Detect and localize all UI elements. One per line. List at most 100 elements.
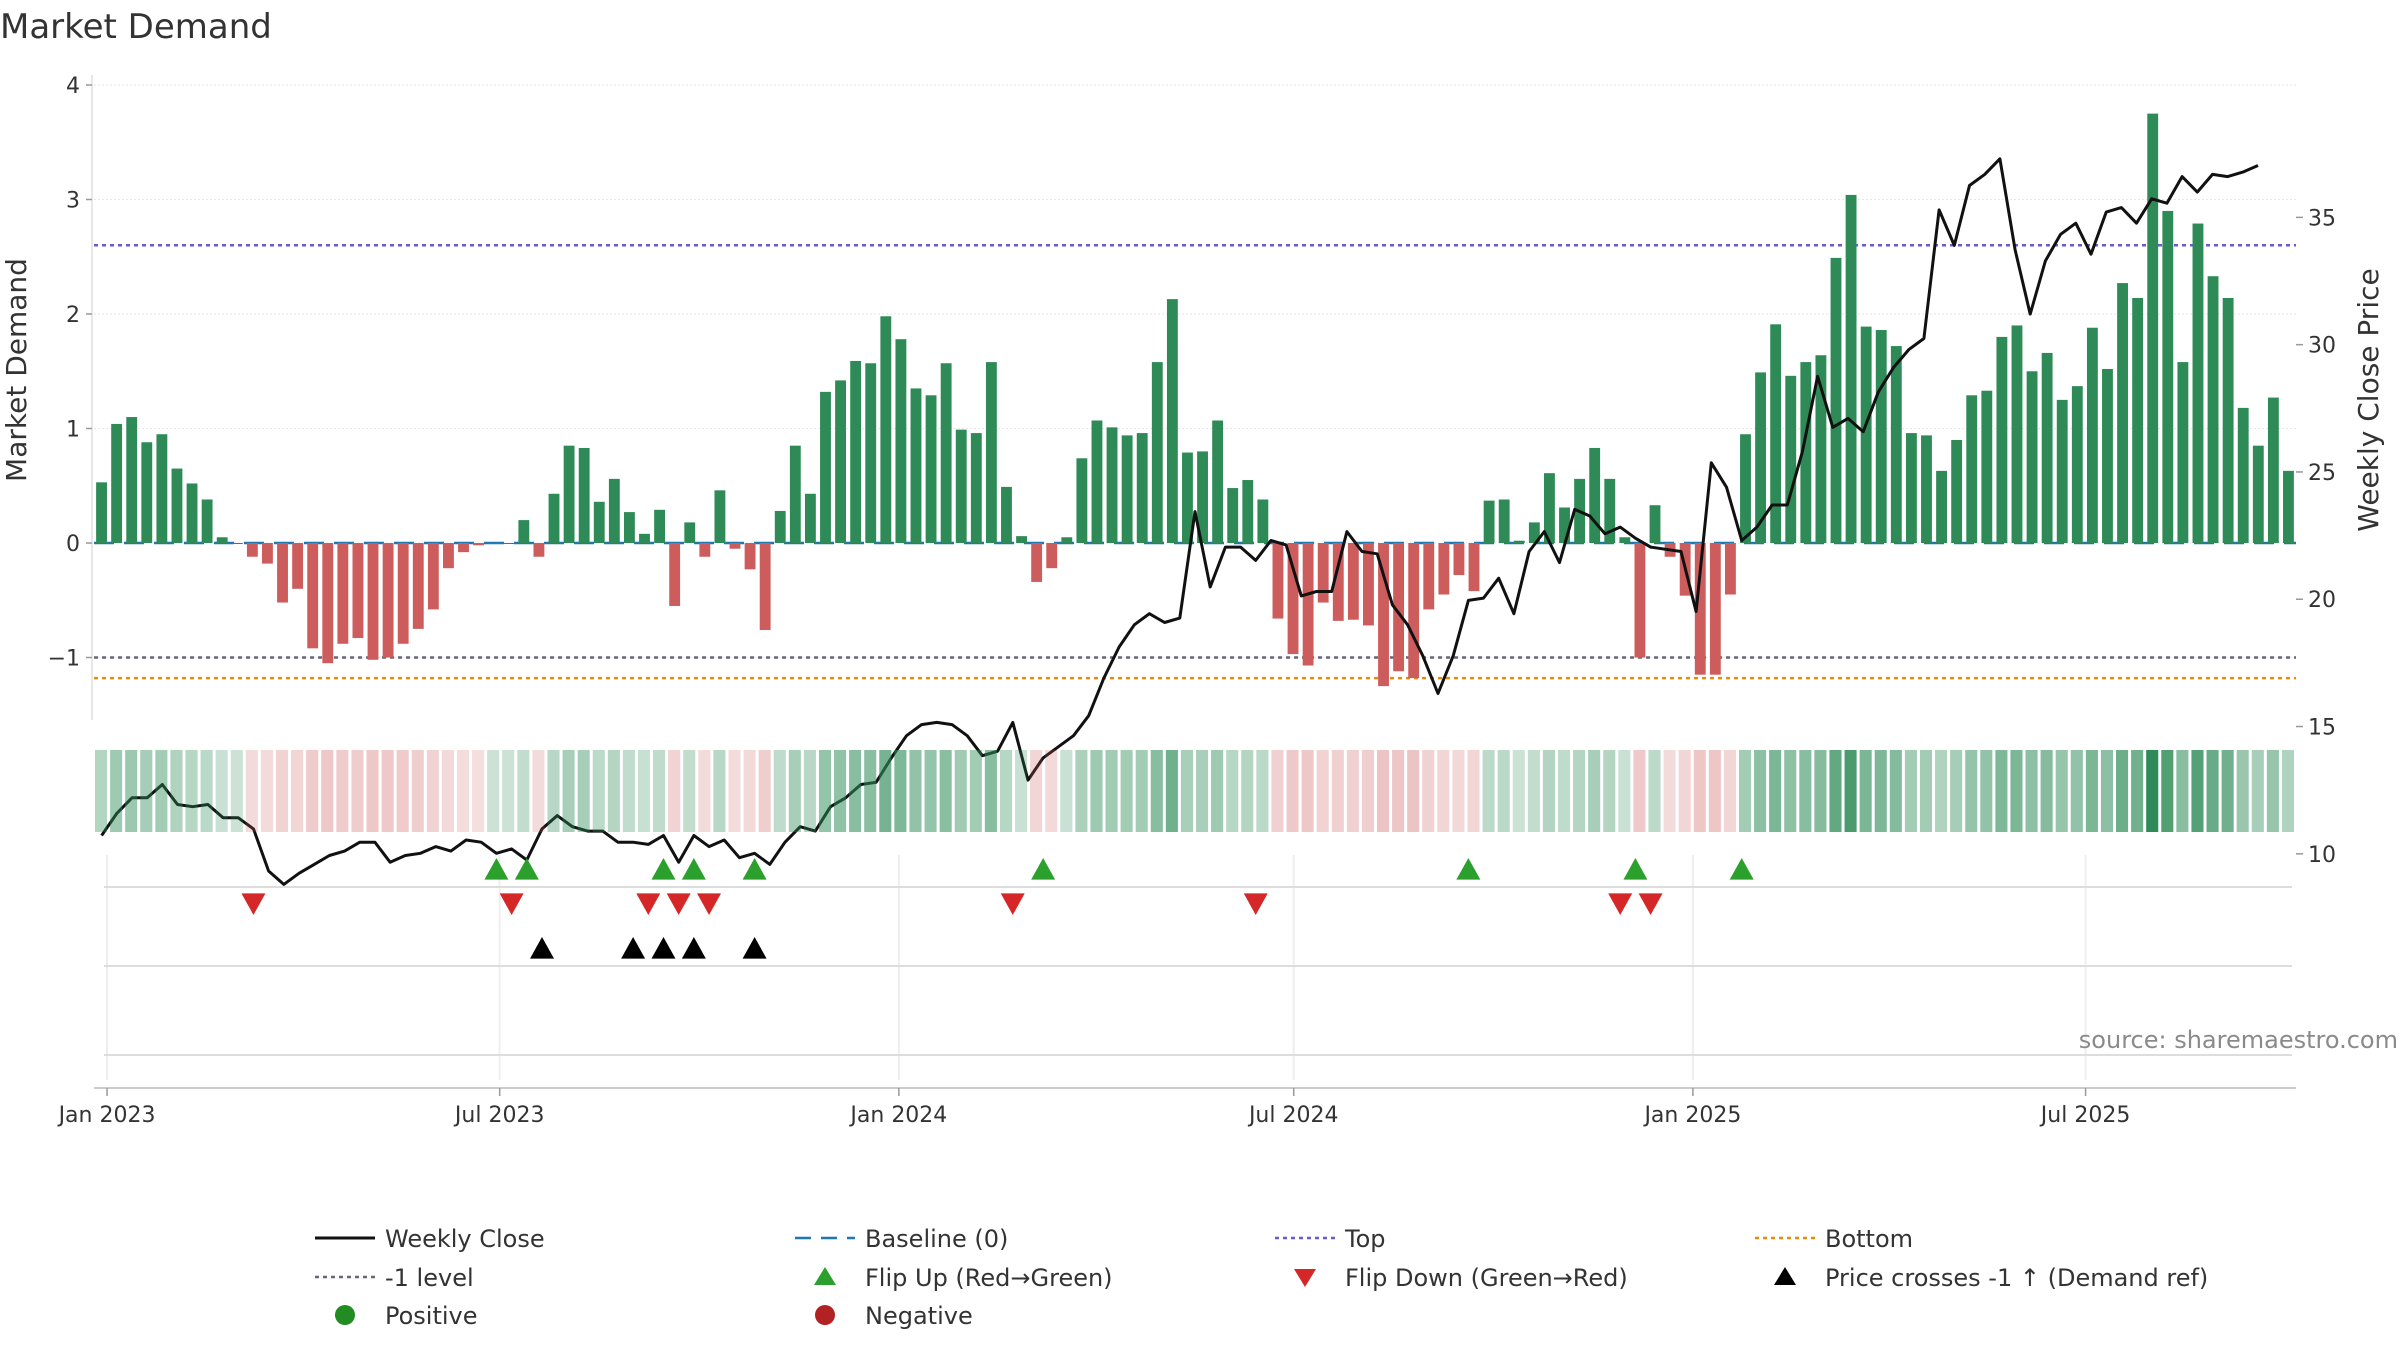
x-tick-label: Jan 2025	[1642, 1103, 1741, 1128]
y2-tick-label: 15	[2308, 716, 2336, 741]
demand-bar	[2177, 362, 2189, 543]
demand-bar	[427, 543, 439, 610]
heat-cell	[1844, 750, 1857, 832]
demand-bar	[1423, 543, 1435, 610]
demand-bar	[1755, 372, 1767, 543]
demand-heat-strip	[95, 750, 2294, 832]
demand-bar	[1242, 480, 1254, 543]
heat-cell	[200, 750, 213, 832]
demand-bar	[774, 510, 786, 543]
demand-bar	[2102, 368, 2113, 543]
demand-bar	[1347, 543, 1359, 620]
heat-cell	[155, 750, 168, 832]
y-tick-label: 4	[66, 74, 80, 99]
heat-cell	[1150, 750, 1163, 832]
heat-cell	[683, 750, 696, 832]
demand-bar	[1136, 433, 1148, 543]
heat-cell	[1769, 750, 1782, 832]
demand-bar	[970, 433, 982, 543]
legend-label: Baseline (0)	[865, 1225, 1008, 1253]
demand-bar	[307, 543, 319, 649]
heat-cell	[1935, 750, 1948, 832]
flip-down-marker	[1638, 893, 1663, 915]
heat-cell	[984, 750, 997, 832]
heat-cell	[1829, 750, 1842, 832]
demand-bar	[126, 417, 138, 543]
heat-cell	[2161, 750, 2174, 832]
price-cross-marker	[529, 937, 554, 959]
demand-bar	[1589, 447, 1601, 543]
weekly-close-line	[100, 157, 2259, 886]
heat-cell	[351, 750, 364, 832]
demand-bar	[246, 543, 258, 557]
price-cross-marker	[651, 937, 676, 959]
demand-bar	[156, 434, 168, 543]
heat-cell	[592, 750, 605, 832]
flip-down-marker	[697, 893, 722, 915]
y2-tick-label: 25	[2308, 461, 2336, 486]
heat-cell	[1407, 750, 1420, 832]
legend-label: Positive	[385, 1302, 478, 1330]
demand-bar	[292, 543, 304, 589]
demand-bar	[141, 442, 153, 543]
demand-bar	[1001, 486, 1012, 543]
heat-cell	[532, 750, 545, 832]
demand-bar	[337, 543, 349, 644]
heat-cell	[1196, 750, 1209, 832]
demand-bar	[186, 483, 198, 543]
demand-bar	[2026, 371, 2038, 543]
demand-bar	[1966, 395, 1978, 543]
heat-cell	[1754, 750, 1767, 832]
heat-cell	[698, 750, 711, 832]
demand-bar	[684, 522, 696, 543]
demand-bar	[2041, 352, 2053, 543]
demand-bar	[1076, 458, 1088, 543]
heat-cell	[2131, 750, 2144, 832]
legend-item: Flip Down (Green→Red)	[1294, 1264, 1628, 1292]
y2-axis-label: Weekly Close Price	[2352, 268, 2385, 531]
heat-cell	[2191, 750, 2204, 832]
demand-bar	[1302, 543, 1314, 666]
heat-cell	[1030, 750, 1043, 832]
demand-bar	[699, 543, 711, 557]
demand-bar	[1528, 522, 1540, 543]
heat-cell	[1075, 750, 1088, 832]
heat-cell	[2100, 750, 2114, 832]
x-tick-label: Jul 2023	[453, 1103, 545, 1128]
heat-cell	[1527, 750, 1540, 832]
demand-bar	[1513, 540, 1525, 543]
demand-bar	[955, 429, 967, 543]
heat-cell	[1256, 750, 1269, 832]
y-tick-label: 1	[66, 418, 80, 443]
heat-cell	[1045, 750, 1058, 832]
demand-bar	[1151, 362, 1163, 543]
heat-cell	[1633, 750, 1646, 832]
demand-bar	[503, 543, 515, 544]
demand-bar	[669, 543, 681, 606]
x-tick-label: Jan 2023	[57, 1103, 156, 1128]
heat-cell	[1467, 750, 1480, 832]
y2-tick-label: 10	[2308, 843, 2336, 868]
demand-bar	[1951, 439, 1963, 543]
demand-bar	[458, 543, 469, 553]
demand-bar	[608, 478, 620, 543]
heat-cell	[653, 750, 666, 832]
heat-cell	[2085, 750, 2098, 832]
right-y-axis: 10 15 20 25 30 35	[2296, 206, 2336, 868]
flip-up-marker	[1031, 858, 1056, 880]
demand-bar	[1936, 470, 1947, 543]
legend-label: Bottom	[1825, 1225, 1913, 1253]
heat-cell	[1738, 750, 1752, 832]
heat-cell	[803, 750, 816, 832]
demand-bar	[850, 360, 862, 543]
heat-cell	[2010, 750, 2023, 832]
demand-bar	[1453, 543, 1465, 576]
demand-bar	[2192, 223, 2204, 544]
heat-cell	[622, 750, 635, 832]
y-axis-label: Market Demand	[0, 258, 33, 482]
heat-cell	[1723, 750, 1736, 832]
demand-bar	[1498, 499, 1510, 543]
heat-cell	[2236, 750, 2249, 832]
legend-swatch	[1294, 1269, 1316, 1287]
heat-cell	[1573, 750, 1586, 832]
